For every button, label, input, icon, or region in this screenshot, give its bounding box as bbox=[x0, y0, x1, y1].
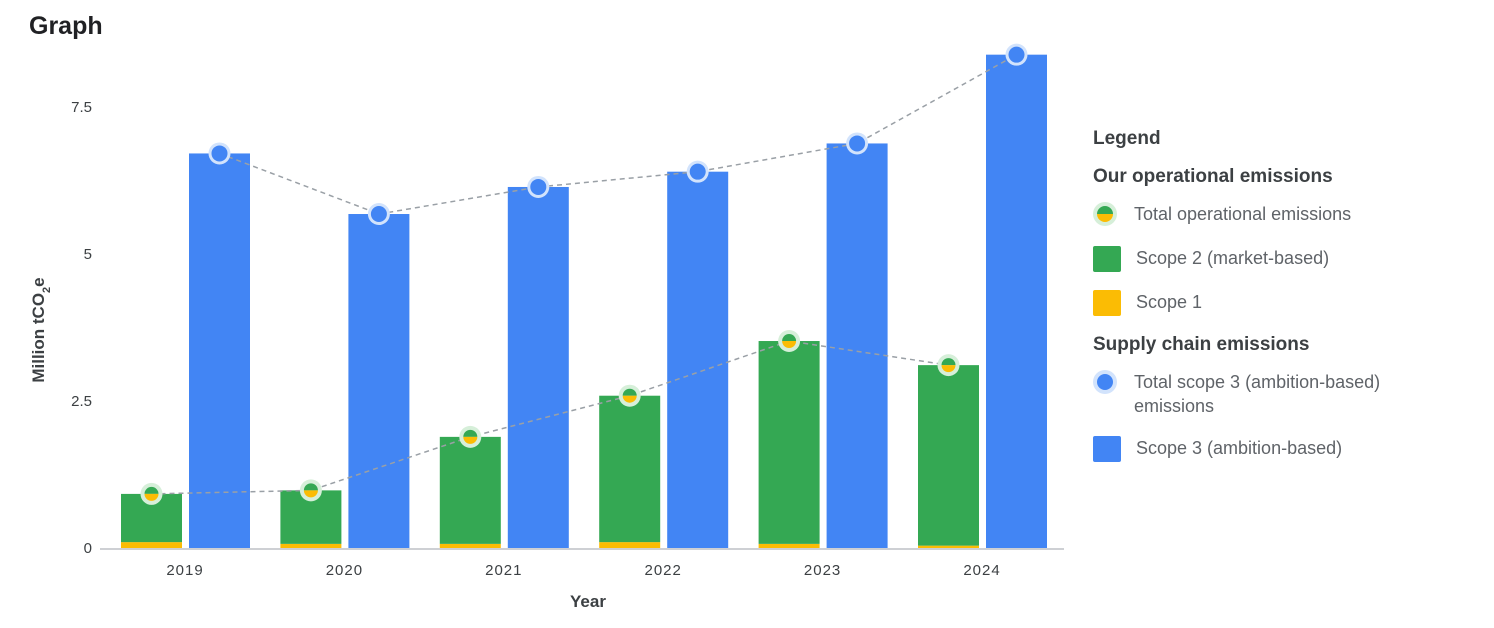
legend-item-scope1[interactable]: Scope 1 bbox=[1093, 290, 1473, 316]
page-title: Graph bbox=[29, 12, 103, 40]
scope2-bar bbox=[439, 436, 501, 544]
scope1-bar bbox=[599, 542, 661, 548]
blue-dot-icon bbox=[1093, 370, 1121, 396]
operational-total-marker-bottom bbox=[463, 436, 478, 444]
legend-label: Total scope 3 (ambition-based) emissions bbox=[1134, 372, 1381, 416]
legend-label: Total operational emissions bbox=[1134, 204, 1352, 224]
scope1-bar bbox=[280, 543, 342, 548]
x-tick-label: 2019 bbox=[166, 562, 203, 579]
scope3-total-marker bbox=[849, 135, 866, 152]
scope3-bar bbox=[986, 54, 1047, 548]
y-axis-title: Million tCO2e bbox=[29, 277, 53, 382]
scope1-bar bbox=[439, 543, 501, 548]
y-tick-label: 7.5 bbox=[71, 99, 92, 116]
y-tick-label: 0 bbox=[84, 540, 92, 557]
legend-label: Scope 1 bbox=[1136, 292, 1203, 312]
scope3-bar bbox=[667, 171, 729, 548]
scope3-trend-line bbox=[219, 54, 1017, 215]
x-tick-label: 2021 bbox=[485, 562, 522, 579]
legend-item-total-scope3[interactable]: Total scope 3 (ambition-based) emissions bbox=[1093, 370, 1473, 418]
scope3-total-marker bbox=[1008, 46, 1025, 63]
yellow-square-icon bbox=[1093, 290, 1121, 316]
scope3-total-marker bbox=[689, 163, 706, 180]
scope2-bar bbox=[758, 341, 820, 544]
operational-total-marker-top bbox=[144, 486, 159, 494]
half-green-yellow-dot-icon bbox=[1093, 202, 1121, 228]
y-tick-label: 5 bbox=[84, 246, 92, 263]
operational-total-marker-top bbox=[782, 334, 797, 342]
x-tick-label: 2024 bbox=[963, 562, 1000, 579]
operational-total-marker-bottom bbox=[782, 341, 797, 349]
legend-title: Legend bbox=[1093, 128, 1161, 149]
legend-label: Scope 3 (ambition-based) bbox=[1136, 438, 1343, 458]
scope2-bar bbox=[599, 395, 661, 543]
legend-item-total-operational[interactable]: Total operational emissions bbox=[1093, 202, 1473, 228]
scope3-total-marker bbox=[211, 145, 228, 162]
green-square-icon bbox=[1093, 246, 1121, 272]
scope3-bar bbox=[348, 214, 410, 549]
legend-group-title: Our operational emissions bbox=[1093, 166, 1333, 187]
legend-group-operational: Our operational emissions Total operatio… bbox=[1093, 166, 1473, 316]
y-tick-label: 2.5 bbox=[71, 393, 92, 410]
legend-group-supply-chain: Supply chain emissions Total scope 3 (am… bbox=[1093, 334, 1473, 462]
scope3-bar bbox=[826, 143, 888, 548]
scope3-total-marker bbox=[370, 206, 387, 223]
legend-group-title: Supply chain emissions bbox=[1093, 334, 1310, 355]
emissions-chart: 0 2.5 5 7.5 Million tCO2e 2019 2020 2021 2022 202… bbox=[29, 43, 1064, 611]
scope3-bar bbox=[507, 186, 569, 548]
scope1-bar bbox=[918, 545, 979, 548]
operational-trend-line bbox=[151, 340, 949, 495]
x-tick-label: 2023 bbox=[804, 562, 841, 579]
operational-total-marker-top bbox=[303, 483, 318, 491]
scope3-bar bbox=[189, 153, 250, 548]
scope2-bar bbox=[918, 365, 979, 546]
scope1-bar bbox=[121, 542, 182, 548]
x-tick-label: 2020 bbox=[326, 562, 363, 579]
operational-total-marker-bottom bbox=[144, 493, 159, 501]
blue-square-icon bbox=[1093, 436, 1121, 462]
operational-total-marker-bottom bbox=[941, 365, 956, 373]
legend: Legend Our operational emissions Total o… bbox=[1093, 128, 1473, 480]
scope1-bar bbox=[758, 543, 820, 548]
scope3-total-marker bbox=[530, 178, 547, 195]
legend-item-scope3[interactable]: Scope 3 (ambition-based) bbox=[1093, 436, 1473, 462]
operational-total-marker-top bbox=[622, 388, 637, 396]
legend-label: Scope 2 (market-based) bbox=[1136, 248, 1330, 268]
x-tick-label: 2022 bbox=[645, 562, 682, 579]
operational-total-marker-bottom bbox=[303, 490, 318, 498]
operational-total-marker-top bbox=[941, 358, 956, 366]
x-axis-title: Year bbox=[570, 592, 606, 611]
operational-total-marker-top bbox=[463, 429, 478, 437]
operational-total-marker-bottom bbox=[622, 395, 637, 403]
legend-item-scope2[interactable]: Scope 2 (market-based) bbox=[1093, 246, 1473, 272]
